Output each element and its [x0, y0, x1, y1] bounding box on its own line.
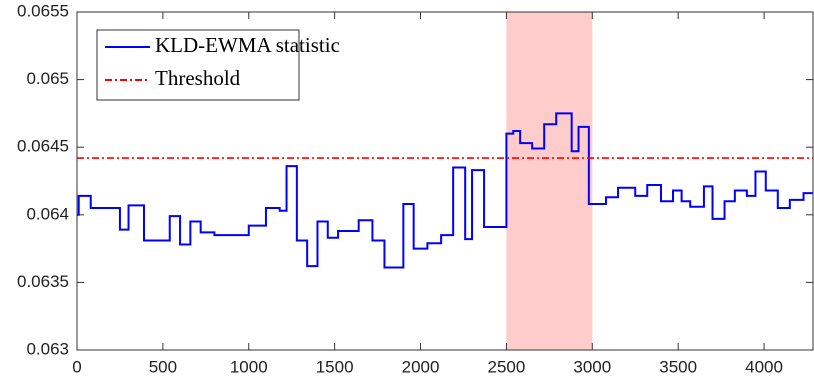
x-tick-label: 500	[149, 357, 177, 376]
x-tick-label: 0	[72, 357, 81, 376]
x-tick-label: 3500	[659, 357, 697, 376]
x-tick-label: 3000	[573, 357, 611, 376]
y-tick-label: 0.0655	[17, 1, 69, 20]
x-tick-label: 1500	[316, 357, 354, 376]
axes-frame	[76, 11, 814, 351]
y-tick-label: 0.063	[26, 339, 69, 358]
legend-label: KLD-EWMA statistic	[155, 33, 340, 57]
y-tick-label: 0.0635	[17, 272, 69, 291]
x-tick-label: 2000	[402, 357, 440, 376]
y-tick-label: 0.065	[26, 69, 69, 88]
x-tick-label: 2500	[487, 357, 525, 376]
y-tick-label: 0.064	[26, 204, 69, 223]
y-tick-label: 0.0645	[17, 137, 69, 156]
legend-label: Threshold	[155, 66, 241, 90]
x-tick-label: 4000	[745, 357, 783, 376]
series-line	[77, 112, 813, 269]
highlight-region	[506, 12, 593, 350]
legend-box	[96, 29, 300, 101]
x-tick-label: 1000	[230, 357, 268, 376]
legend: KLD-EWMA statistic Threshold	[96, 29, 340, 101]
